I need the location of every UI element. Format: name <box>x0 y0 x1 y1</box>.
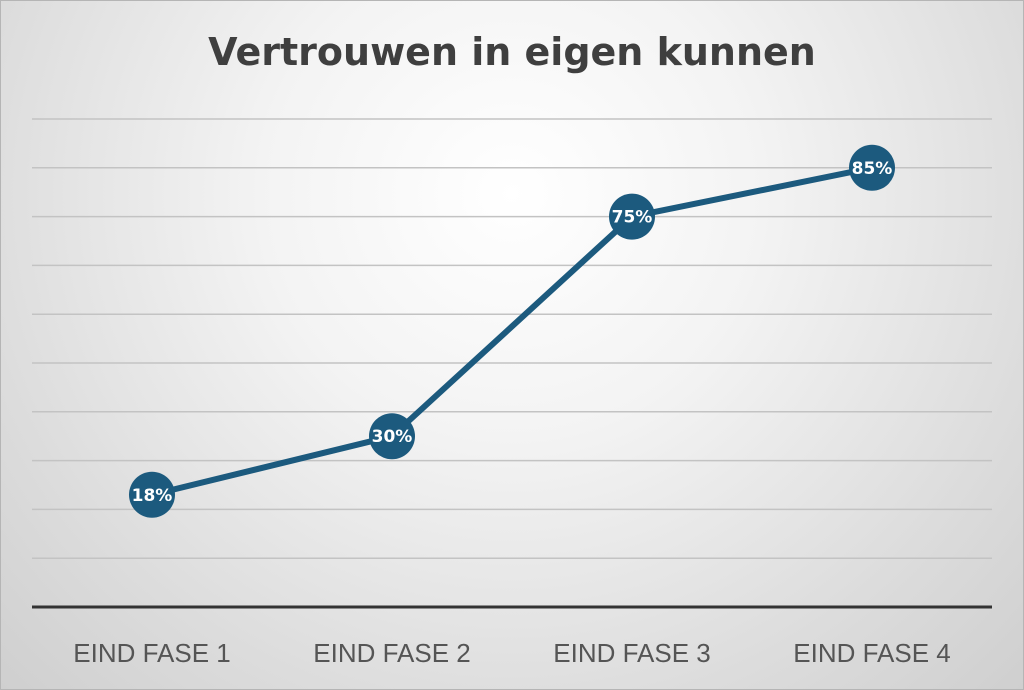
x-tick-label: EIND FASE 4 <box>793 638 951 668</box>
data-point <box>849 144 895 191</box>
data-label: 18% <box>132 486 173 506</box>
chart-title: Vertrouwen in eigen kunnen <box>208 30 816 74</box>
data-point <box>129 471 175 518</box>
data-markers: 18% 30% 75% 85% <box>129 144 895 518</box>
data-point <box>609 193 655 240</box>
x-tick-label: EIND FASE 3 <box>553 638 711 668</box>
x-tick-label: EIND FASE 1 <box>73 638 231 668</box>
x-tick-labels: EIND FASE 1 EIND FASE 2 EIND FASE 3 EIND FA… <box>73 638 951 668</box>
data-label: 75% <box>612 208 653 228</box>
series <box>149 164 875 498</box>
data-label: 30% <box>372 427 413 447</box>
data-point <box>369 413 415 460</box>
series-line <box>149 164 875 498</box>
gridlines <box>32 118 992 559</box>
data-label: 85% <box>852 159 893 179</box>
x-tick-label: EIND FASE 2 <box>313 638 471 668</box>
